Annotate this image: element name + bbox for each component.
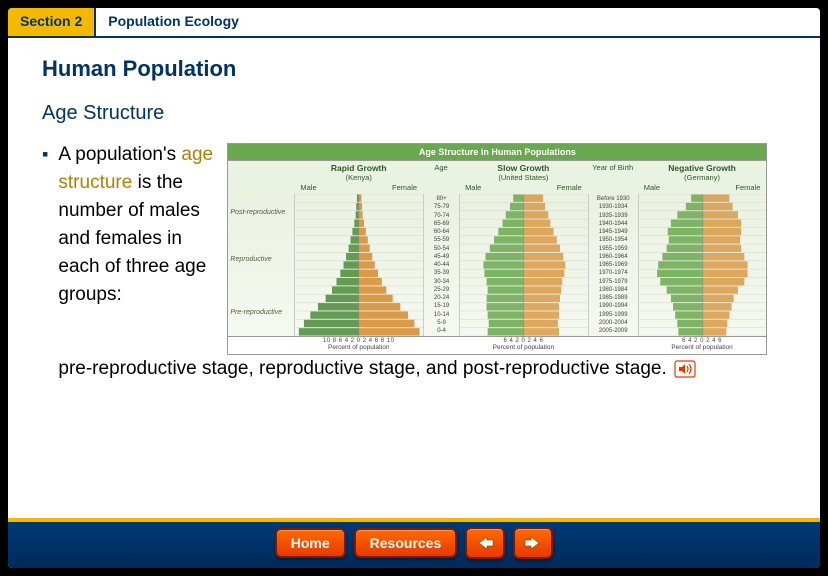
resources-button[interactable]: Resources	[354, 528, 458, 558]
sub-heading: Age Structure	[42, 102, 786, 125]
bullet-text: A population's age structure is the numb…	[58, 141, 786, 383]
xaxis-label-1: Percent of population	[459, 344, 588, 351]
male-label: Male	[644, 183, 660, 192]
age-structure-chart: Age Structure in Human Populations Rapid…	[227, 143, 767, 355]
xaxis-spacer	[588, 337, 638, 354]
pyramid-1	[459, 194, 588, 336]
pyramid-title-2: Negative Growth	[638, 163, 767, 173]
home-button[interactable]: Home	[275, 528, 346, 558]
chapter-title: Population Ecology	[96, 8, 820, 36]
pyramid-2	[638, 194, 767, 336]
stage-pre-label: Pre-reproductive	[228, 289, 294, 336]
next-button[interactable]	[513, 527, 553, 559]
arrow-left-icon	[475, 535, 495, 551]
main-heading: Human Population	[42, 56, 786, 82]
age-header: Age	[423, 161, 459, 194]
pyramid-header-0: Rapid Growth (Kenya) Male Female	[294, 161, 423, 194]
yob-header: Year of Birth	[588, 161, 638, 194]
arrow-right-icon	[523, 535, 543, 551]
xaxis-label-0: Percent of population	[294, 344, 423, 351]
pyramid-title-0: Rapid Growth	[294, 163, 423, 173]
chart-title: Age Structure in Human Populations	[227, 143, 767, 161]
female-label: Female	[557, 183, 582, 192]
xaxis-spacer	[228, 337, 294, 354]
pyramid-header-2: Negative Growth (Germany) Male Female	[638, 161, 767, 194]
stage-header	[228, 161, 294, 194]
male-label: Male	[465, 183, 481, 192]
bullet-bottom-text: pre-reproductive stage, reproductive sta…	[58, 358, 666, 379]
xaxis-1: 6 4 2 0 2 4 6 Percent of population	[459, 337, 588, 354]
section-tab: Section 2	[8, 8, 96, 36]
stage-labels: Post-reproductive Reproductive Pre-repro…	[228, 194, 294, 336]
female-label: Female	[735, 183, 760, 192]
pyramid-0	[294, 194, 423, 336]
footer-nav: Home Resources	[8, 518, 820, 568]
footer-stripe	[8, 518, 820, 522]
pyramid-header-1: Slow Growth (United States) Male Female	[459, 161, 588, 194]
bullet-text-bottom: pre-reproductive stage, reproductive sta…	[58, 355, 786, 383]
slide: Section 2 Population Ecology Human Popul…	[8, 8, 820, 568]
bullet-marker: ▪	[42, 141, 48, 167]
xaxis-row: 10 8 6 4 2 0 2 4 6 8 10 Percent of popul…	[227, 337, 767, 355]
age-labels: 80+75-7970-7465-6960-6455-5950-5445-4940…	[423, 194, 459, 336]
xaxis-2: 6 4 2 0 2 4 6 Percent of population	[638, 337, 767, 354]
stage-rep-label: Reproductive	[228, 231, 294, 289]
pyramid-subtitle-1: (United States)	[459, 173, 588, 182]
bullet-item: ▪ A population's age structure is the nu…	[42, 141, 786, 383]
female-label: Female	[392, 183, 417, 192]
stage-post-label: Post-reproductive	[228, 194, 294, 231]
xaxis-0: 10 8 6 4 2 0 2 4 6 8 10 Percent of popul…	[294, 337, 423, 354]
male-label: Male	[300, 183, 316, 192]
content-area: Human Population Age Structure ▪ A popul…	[8, 38, 820, 518]
pyramid-subtitle-0: (Kenya)	[294, 173, 423, 182]
pyramid-subtitle-2: (Germany)	[638, 173, 767, 182]
chart-header-row: Rapid Growth (Kenya) Male Female Age Slow…	[227, 161, 767, 194]
yob-labels: Before 19301930-19341935-19391940-194419…	[588, 194, 638, 336]
prev-button[interactable]	[465, 527, 505, 559]
bullet-text-left: A population's age structure is the numb…	[58, 141, 223, 355]
text-before-term: A population's	[58, 144, 181, 165]
pyramid-title-1: Slow Growth	[459, 163, 588, 173]
xaxis-spacer	[423, 337, 459, 354]
audio-icon[interactable]	[674, 360, 696, 378]
header-bar: Section 2 Population Ecology	[8, 8, 820, 36]
chart-body: Post-reproductive Reproductive Pre-repro…	[227, 194, 767, 337]
xaxis-label-2: Percent of population	[638, 344, 767, 351]
